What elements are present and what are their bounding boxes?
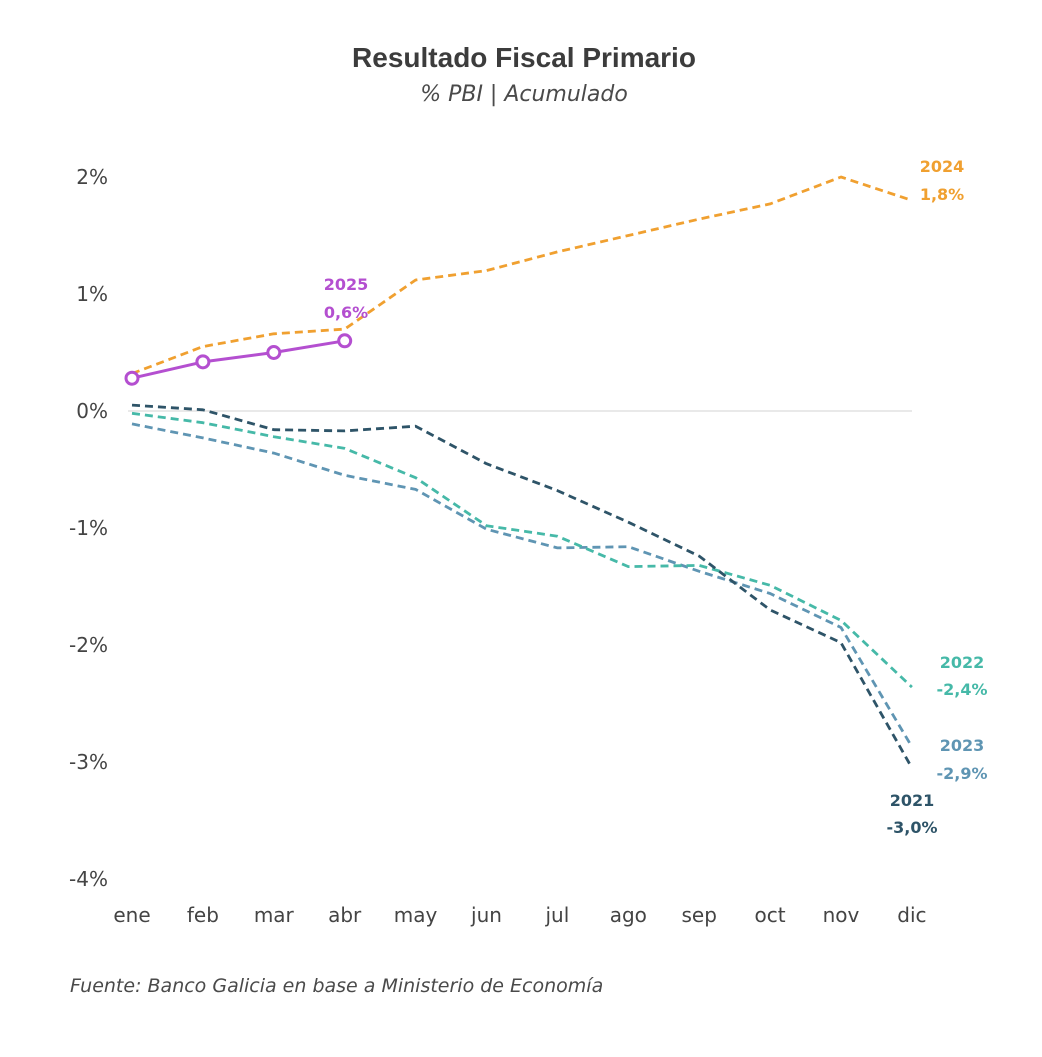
data-point-2025	[195, 354, 211, 370]
x-tick-label: jun	[470, 903, 502, 927]
x-tick-label: abr	[328, 903, 362, 927]
series-label-2021-value: -3,0%	[886, 818, 937, 837]
series-label-2023-name: 2023	[940, 736, 985, 755]
chart-title: Resultado Fiscal Primario	[352, 42, 696, 73]
y-tick-label: 0%	[76, 399, 108, 423]
y-tick-label: -4%	[69, 867, 108, 891]
chart-subtitle: % PBI | Acumulado	[420, 82, 628, 107]
x-tick-label: may	[394, 903, 438, 927]
series-label-2025-value: 0,6%	[324, 303, 368, 322]
series-label-2025-name: 2025	[324, 275, 369, 294]
series-line-2022	[131, 411, 913, 689]
series-line-2024	[131, 175, 913, 375]
y-tick-label: 1%	[76, 282, 108, 306]
y-axis: 2% 1% 0% -1% -2% -3% -4%	[69, 165, 108, 891]
series-line-2025	[131, 339, 345, 380]
source-note: Fuente: Banco Galicia en base a Minister…	[70, 975, 603, 997]
x-tick-label: nov	[823, 903, 860, 927]
x-tick-label: jul	[545, 903, 570, 927]
x-axis: ene feb mar abr may jun jul ago sep oct nov dic	[113, 903, 926, 927]
y-tick-label: -2%	[69, 633, 108, 657]
y-tick-label: -3%	[69, 750, 108, 774]
x-tick-label: oct	[755, 903, 786, 927]
x-tick-label: mar	[254, 903, 295, 927]
data-point-2025	[124, 370, 140, 386]
series-line-2023	[131, 422, 914, 748]
x-tick-label: dic	[897, 903, 926, 927]
series-label-2022-value: -2,4%	[936, 680, 987, 699]
series-group	[124, 175, 914, 769]
x-tick-label: ene	[113, 903, 150, 927]
y-tick-label: 2%	[76, 165, 108, 189]
data-point-2025	[266, 345, 282, 360]
series-label-2021-name: 2021	[890, 791, 935, 810]
series-label-2024-value: 1,8%	[920, 185, 964, 204]
series-labels: 2024 1,8% 2025 0,6% 2021 -3,0% 2022 -2,4% 2023 -2…	[324, 157, 988, 837]
x-tick-label: feb	[187, 903, 219, 927]
series-label-2024-name: 2024	[920, 157, 965, 176]
series-label-2022-name: 2022	[940, 653, 985, 672]
series-line-2021	[131, 403, 914, 769]
data-point-2025	[337, 333, 353, 349]
series-label-2023-value: -2,9%	[936, 764, 987, 783]
x-tick-label: sep	[681, 903, 716, 927]
x-tick-label: ago	[610, 903, 647, 927]
y-tick-label: -1%	[69, 516, 108, 540]
